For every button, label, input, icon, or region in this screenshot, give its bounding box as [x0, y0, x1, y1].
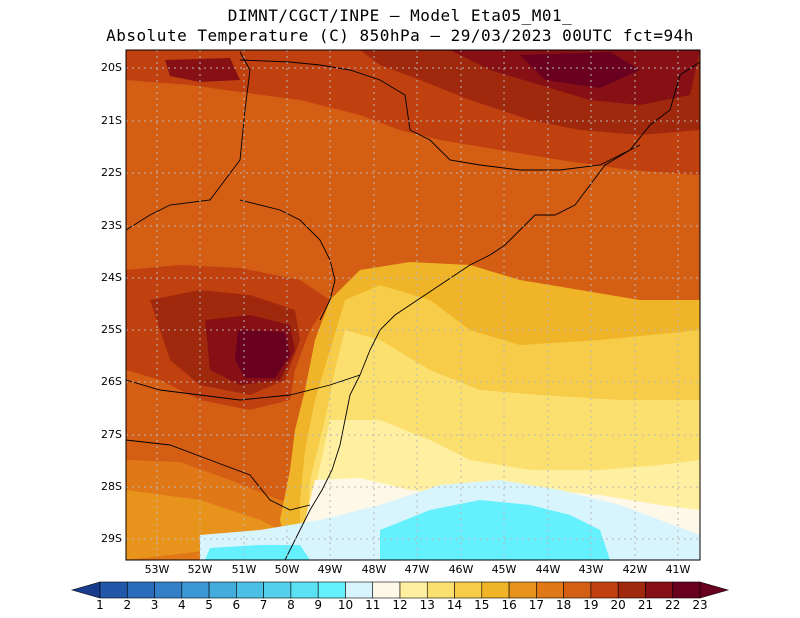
lat-label: 22S: [101, 166, 122, 179]
colorbar-swatch: [536, 581, 564, 599]
colorbar-swatch: [290, 581, 319, 599]
temperature-field: [126, 50, 700, 560]
colorbar-swatch: [181, 581, 210, 599]
coastline: [126, 51, 700, 560]
colorbar-label: 15: [474, 598, 490, 612]
lon-label: 51W: [231, 563, 257, 576]
colorbar-swatch: [99, 581, 128, 599]
colorbar-label: 21: [637, 598, 654, 612]
colorbar-swatch: [345, 581, 374, 599]
lon-label: 48W: [361, 563, 387, 576]
colorbar-swatch: [508, 581, 537, 599]
colorbar-arrow-right: [699, 581, 730, 599]
colorbar-label: 10: [337, 598, 354, 612]
colorbar-swatch: [372, 581, 401, 599]
colorbar-swatch: [426, 581, 455, 599]
lat-label: 25S: [101, 323, 122, 336]
lat-label: 28S: [101, 480, 122, 493]
colorbar-label: 11: [365, 598, 381, 612]
colorbar-swatch: [126, 581, 155, 599]
field-10: [380, 500, 610, 560]
colorbar-swatch: [645, 581, 674, 599]
colorbar-swatch: [236, 581, 264, 599]
colorbar-swatch: [590, 581, 619, 599]
colorbar-swatch: [317, 581, 346, 599]
colorbar-swatch: [617, 581, 646, 599]
lon-label: 47W: [404, 563, 430, 576]
colorbar-label: 12: [392, 598, 408, 612]
field-23b: [235, 330, 290, 378]
lon-label: 44W: [535, 563, 561, 576]
colorbar-label: 20: [610, 598, 626, 612]
lat-label: 20S: [101, 61, 122, 74]
colorbar-swatch: [672, 581, 701, 599]
lon-label: 49W: [317, 563, 343, 576]
colorbar-swatch: [154, 581, 183, 599]
lon-label: 53W: [144, 563, 170, 576]
colorbar-swatch: [481, 581, 510, 599]
graticule: [126, 50, 700, 560]
colorbar-label: 1: [96, 598, 104, 612]
lon-label: 45W: [491, 563, 517, 576]
colorbar-label: 9: [314, 598, 322, 612]
lat-label: 29S: [101, 532, 122, 545]
colorbar-swatch: [454, 581, 483, 599]
colorbar-swatch: [208, 581, 237, 599]
map-frame: [125, 49, 701, 561]
lon-label: 43W: [578, 563, 604, 576]
lat-label: 26S: [101, 375, 122, 388]
colorbar-label: 3: [150, 598, 159, 612]
colorbar-label: 7: [259, 598, 268, 612]
colorbar-label: 19: [583, 598, 599, 612]
colorbar-label: 23: [692, 598, 708, 612]
colorbar-label: 4: [177, 598, 186, 612]
lon-label: 50W: [274, 563, 300, 576]
colorbar-label: 2: [123, 598, 132, 612]
lon-label: 42W: [622, 563, 648, 576]
lat-label: 24S: [101, 271, 122, 284]
map-title-line1: DIMNT/CGCT/INPE – Model Eta05_M01_: [227, 6, 573, 25]
colorbar-label: 8: [287, 598, 295, 612]
colorbar-label: 17: [528, 598, 544, 612]
lat-label: 21S: [101, 114, 122, 127]
colorbar-swatch: [263, 581, 292, 599]
colorbar: [70, 581, 730, 599]
colorbar-label: 13: [419, 598, 435, 612]
field-23: [520, 52, 640, 88]
colorbar-label: 5: [205, 598, 213, 612]
lon-label: 41W: [665, 563, 691, 576]
field-22b: [165, 58, 240, 82]
field-10b: [205, 545, 310, 560]
colorbar-swatch: [563, 581, 592, 599]
colorbar-arrow-left: [70, 581, 101, 599]
map-title-line2: Absolute Temperature (C) 850hPa – 29/03/…: [106, 26, 694, 45]
colorbar-label: 18: [555, 598, 572, 612]
colorbar-label: 6: [232, 598, 241, 612]
lon-label: 52W: [187, 563, 213, 576]
colorbar-label: 14: [446, 598, 463, 612]
colorbar-label: 16: [501, 598, 517, 612]
lat-label: 27S: [101, 428, 122, 441]
colorbar-label: 22: [665, 598, 681, 612]
lon-label: 46W: [448, 563, 474, 576]
lat-label: 23S: [101, 219, 122, 232]
colorbar-swatch: [399, 581, 428, 599]
